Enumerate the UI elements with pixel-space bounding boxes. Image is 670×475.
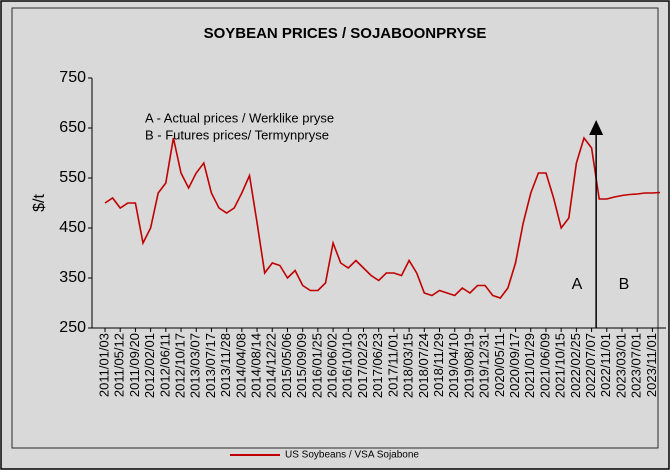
y-tick-label: 650 bbox=[59, 119, 86, 136]
x-tick-label: 2014/08/14 bbox=[248, 333, 263, 398]
y-tick-label: 450 bbox=[59, 219, 86, 236]
annotation: B - Futures prices/ Termynpryse bbox=[145, 127, 329, 142]
inner-frame bbox=[11, 7, 659, 449]
x-tick-label: 2011/01/03 bbox=[96, 333, 111, 397]
x-tick-label: 2019/04/10 bbox=[446, 333, 461, 398]
x-tick-label: 2017/11/01 bbox=[385, 333, 400, 397]
arrow-head bbox=[589, 120, 604, 135]
x-tick-label: 2022/11/01 bbox=[598, 333, 613, 397]
x-tick-label: 2016/01/25 bbox=[309, 333, 324, 398]
y-tick-label: 750 bbox=[59, 69, 86, 86]
x-tick-label: 2022/02/25 bbox=[568, 333, 583, 398]
x-tick-label: 2011/05/12 bbox=[112, 333, 127, 397]
y-tick-label: 350 bbox=[59, 269, 86, 286]
y-tick-label: 550 bbox=[59, 169, 86, 186]
y-tick-label: 250 bbox=[59, 319, 86, 336]
x-tick-label: 2016/10/10 bbox=[340, 333, 355, 398]
x-tick-label: 2015/09/09 bbox=[294, 333, 309, 398]
x-tick-label: 2018/03/15 bbox=[401, 333, 416, 398]
x-tick-label: 2019/12/31 bbox=[477, 333, 492, 398]
x-tick-label: 2018/07/24 bbox=[416, 333, 431, 398]
y-axis-label: $/t bbox=[31, 194, 48, 212]
x-tick-label: 2012/06/11 bbox=[157, 333, 172, 397]
x-tick-label: 2020/09/17 bbox=[507, 333, 522, 398]
x-tick-label: 2021/01/29 bbox=[522, 333, 537, 398]
x-tick-label: 2018/11/29 bbox=[431, 333, 446, 397]
x-tick-label: 2011/09/20 bbox=[127, 333, 142, 397]
x-tick-label: 2022/07/07 bbox=[583, 333, 598, 398]
x-tick-label: 2017/06/23 bbox=[370, 333, 385, 398]
x-tick-label: 2023/11/01 bbox=[644, 333, 659, 397]
x-tick-label: 2021/06/09 bbox=[537, 333, 552, 398]
x-tick-label: 2013/07/17 bbox=[203, 333, 218, 398]
chart-title: SOYBEAN PRICES / SOJABOONPRYSE bbox=[204, 25, 487, 42]
x-tick-label: 2021/10/15 bbox=[553, 333, 568, 398]
annotation: A - Actual prices / Werklike pryse bbox=[145, 110, 334, 125]
x-tick-label: 2019/08/19 bbox=[461, 333, 476, 398]
x-tick-label: 2013/03/07 bbox=[188, 333, 203, 398]
x-tick-label: 2014/04/08 bbox=[233, 333, 248, 398]
x-tick-label: 2012/10/17 bbox=[172, 333, 187, 398]
annotation: A bbox=[572, 276, 583, 293]
x-tick-label: 2015/05/06 bbox=[279, 333, 294, 398]
x-tick-label: 2013/11/28 bbox=[218, 333, 233, 397]
x-tick-label: 2020/05/11 bbox=[492, 333, 507, 397]
x-tick-label: 2023/03/01 bbox=[613, 333, 628, 398]
x-tick-label: 2017/02/23 bbox=[355, 333, 370, 398]
x-tick-label: 2014/12/22 bbox=[264, 333, 279, 398]
x-tick-label: 2023/07/01 bbox=[629, 333, 644, 398]
x-tick-label: 2012/02/01 bbox=[142, 333, 157, 398]
annotation: B bbox=[619, 276, 630, 293]
price-line bbox=[104, 136, 661, 299]
x-tick-label: 2016/06/02 bbox=[325, 333, 340, 398]
legend-label: US Soybeans / VSA Sojabone bbox=[285, 450, 419, 461]
